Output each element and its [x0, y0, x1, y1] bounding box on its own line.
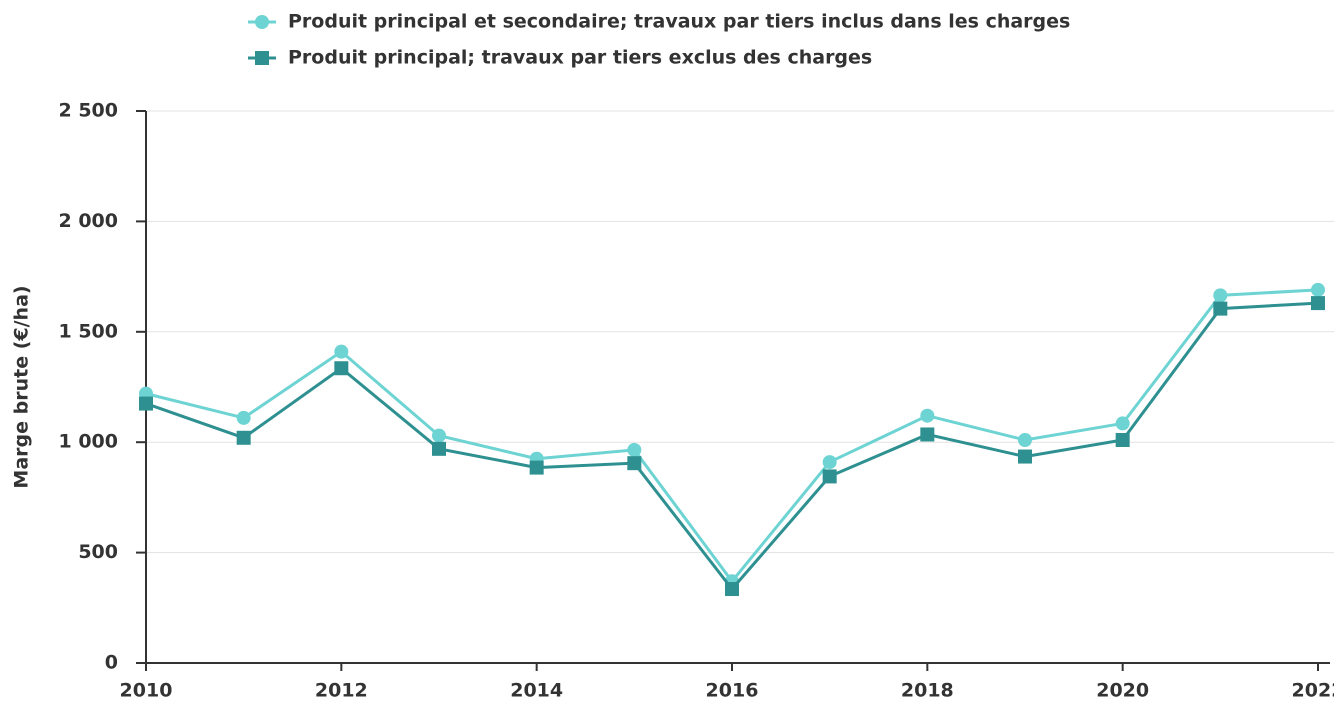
marker: [627, 442, 642, 457]
y-tick-label: 1 500: [59, 320, 119, 342]
line: [145, 301, 1319, 592]
y-tick-label: 2 500: [59, 100, 119, 122]
y-tick-label: 0: [105, 652, 118, 674]
y-tick-label: 500: [78, 541, 118, 563]
marker: [432, 441, 446, 456]
marker: [1115, 432, 1130, 447]
marker: [432, 428, 446, 443]
marker: [1018, 449, 1032, 464]
marker: [1311, 296, 1325, 311]
marker: [1018, 432, 1032, 447]
marker: [1213, 301, 1228, 316]
marker: [255, 51, 269, 65]
x-tick-label: 2012: [315, 680, 368, 701]
legend-label: Produit principal; travaux par tiers exc…: [288, 47, 872, 69]
x-tick-label: 2022: [1292, 680, 1334, 701]
marker: [1115, 416, 1130, 431]
y-axis-label: Marge brute (€/ha): [11, 285, 33, 488]
marker: [139, 396, 153, 411]
marker: [334, 361, 349, 376]
marker: [255, 15, 269, 29]
legend-label: Produit principal et secondaire; travaux…: [288, 11, 1070, 33]
x-tick-label: 2010: [120, 680, 173, 701]
y-tick-label: 2 000: [59, 210, 119, 232]
marker: [822, 469, 837, 484]
y-tick-label: 1 000: [59, 431, 119, 453]
marker: [822, 455, 837, 470]
line: [145, 288, 1319, 584]
marker: [236, 430, 251, 445]
x-tick-label: 2016: [706, 680, 759, 701]
marker: [334, 344, 349, 359]
marker: [920, 427, 935, 442]
marker: [529, 460, 544, 475]
marker: [1311, 282, 1325, 297]
x-tick-label: 2014: [510, 680, 563, 701]
marker: [920, 408, 935, 423]
marker: [1213, 288, 1228, 303]
x-tick-label: 2018: [901, 680, 954, 701]
marker: [236, 410, 251, 425]
x-tick-label: 2020: [1096, 680, 1149, 701]
marker: [627, 456, 642, 471]
marker: [725, 582, 739, 597]
